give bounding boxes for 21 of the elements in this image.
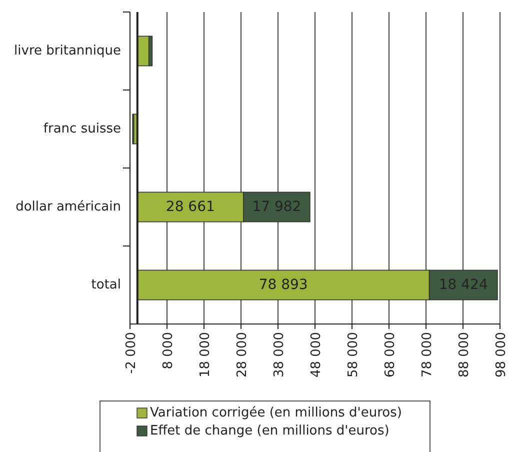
y-tick-label: dollar américain (16, 200, 121, 214)
y-tick-label: total (91, 278, 121, 292)
data-label: 28 661 (166, 199, 215, 215)
legend-label: Variation corrigée (en millions d'euros) (150, 406, 402, 420)
x-tick-label: 38 000 (272, 332, 287, 378)
x-tick-label: 88 000 (457, 332, 472, 378)
x-tick-label: 68 000 (383, 332, 398, 378)
x-tick-label: 28 000 (235, 332, 250, 378)
x-tick-label: 48 000 (309, 332, 324, 378)
legend-label: Effet de change (en millions d'euros) (150, 424, 390, 438)
x-tick-label: 18 000 (198, 332, 213, 378)
x-tick-label: -2 000 (124, 332, 139, 374)
x-tick-label: 8 000 (161, 332, 176, 370)
y-tick-label: franc suisse (43, 122, 121, 136)
data-label: 17 982 (252, 199, 302, 215)
data-label: 18 424 (438, 277, 488, 293)
x-tick-label: 98 000 (494, 332, 509, 378)
x-tick-label: 58 000 (346, 332, 361, 378)
data-label: 78 893 (258, 277, 308, 293)
x-tick-label: 78 000 (420, 332, 435, 378)
y-tick-label: livre britannique (14, 44, 121, 58)
